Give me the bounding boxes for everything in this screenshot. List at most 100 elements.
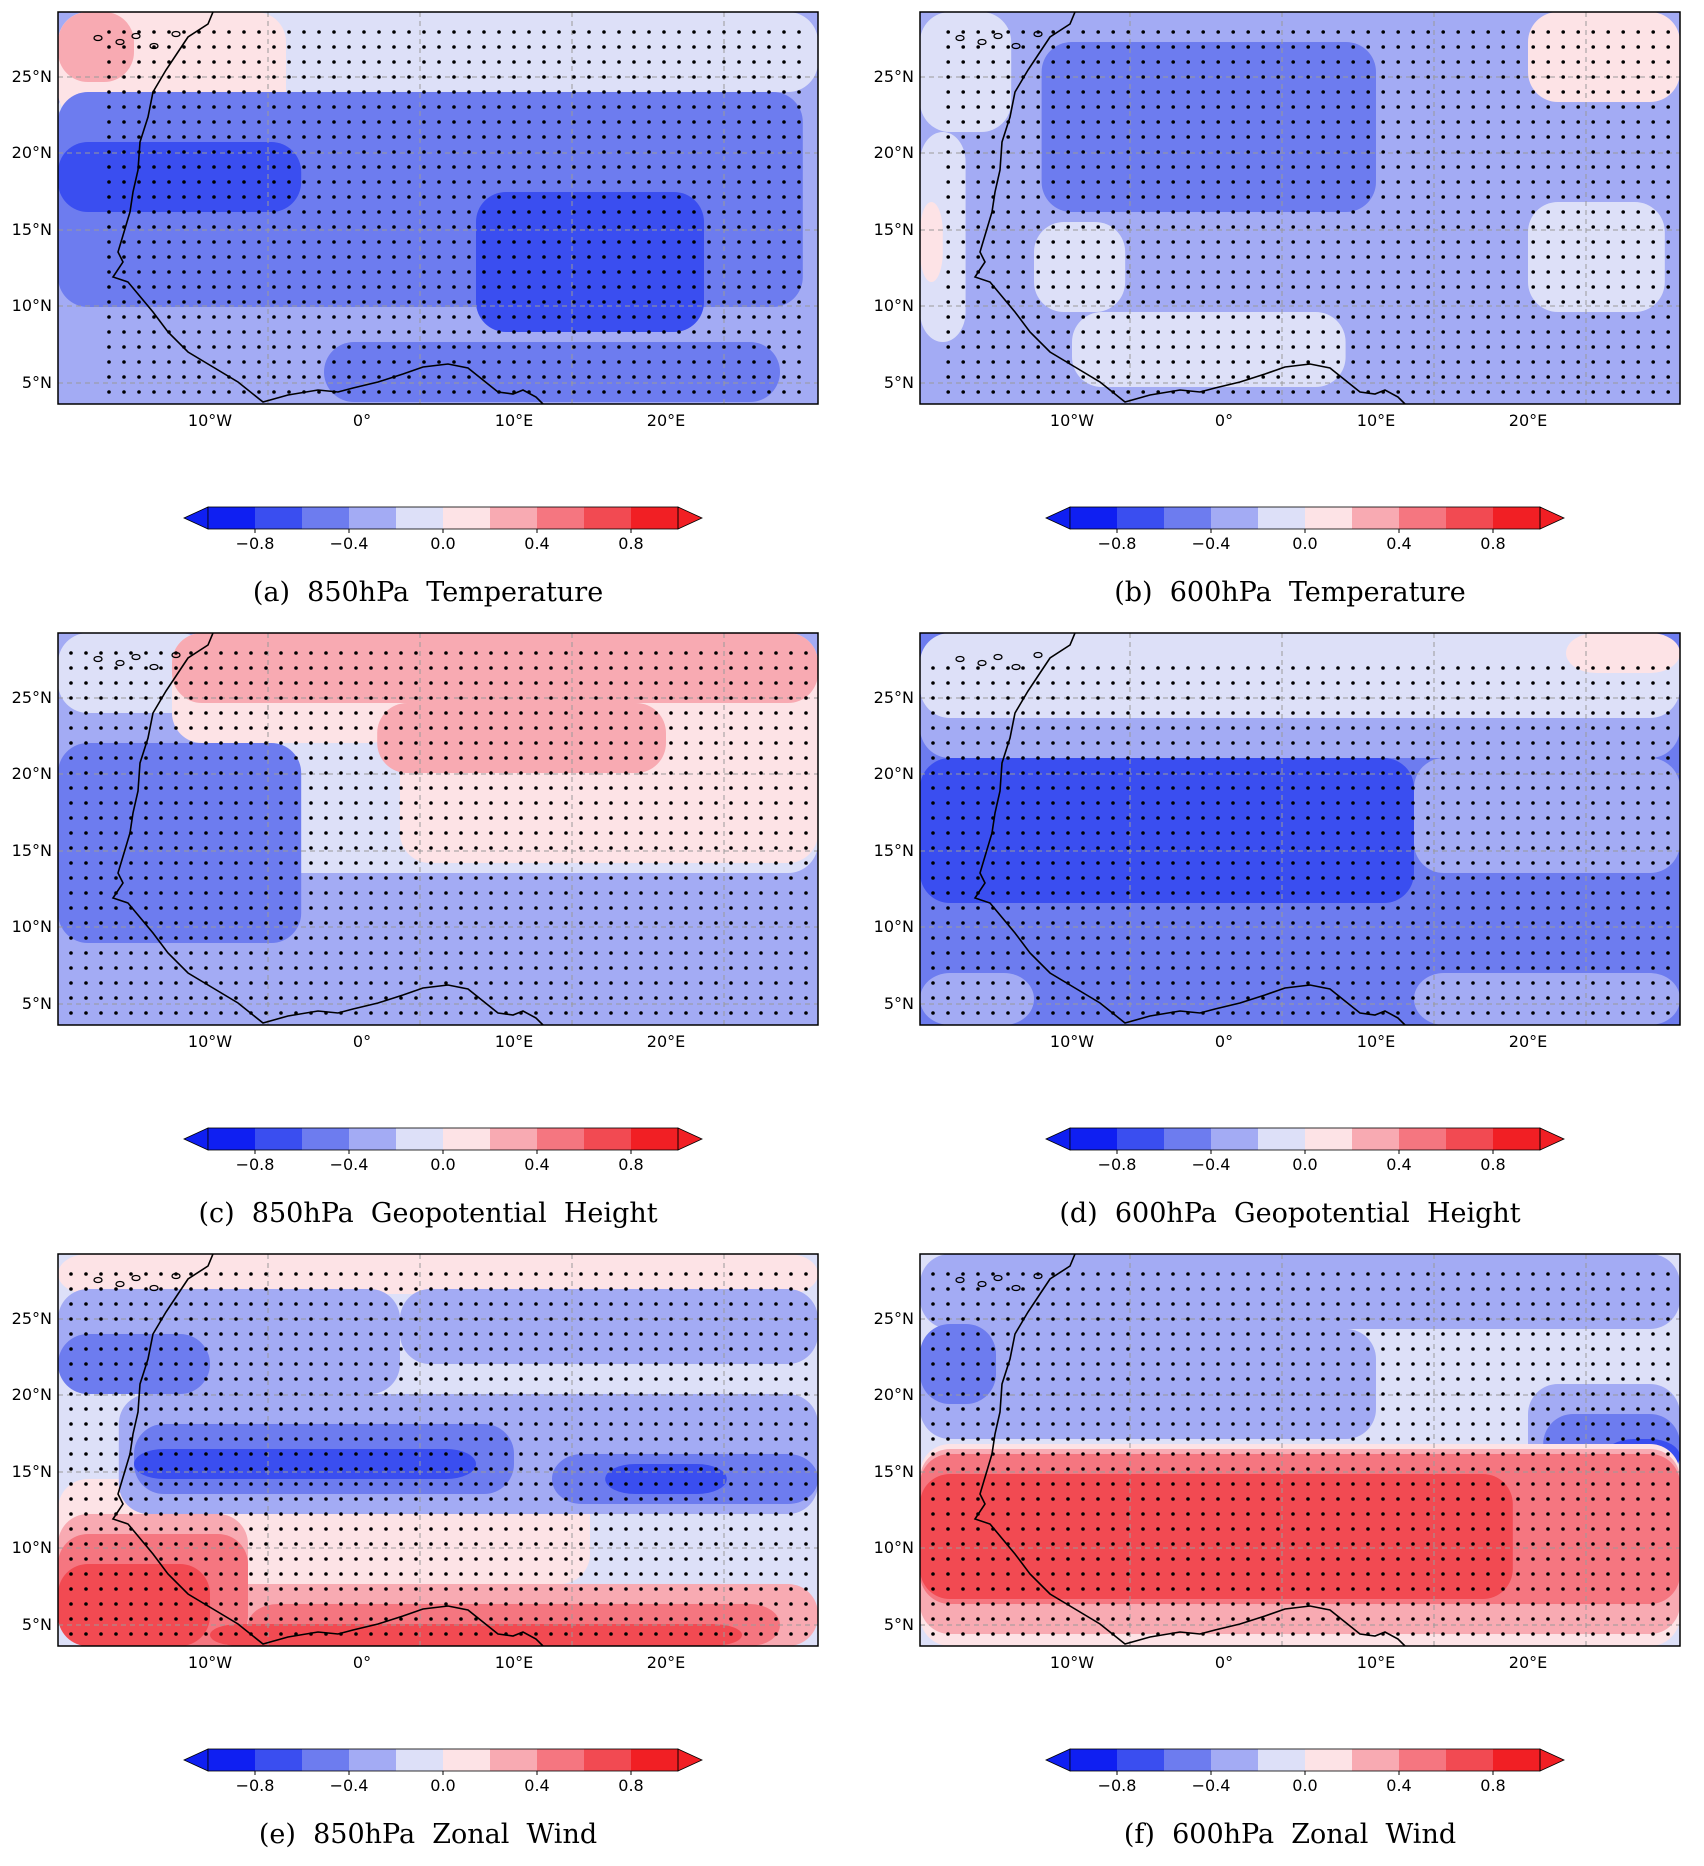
significance-dot <box>946 951 950 955</box>
significance-dot <box>744 756 748 760</box>
significance-dot <box>946 696 950 700</box>
significance-dot <box>84 696 88 700</box>
significance-dot <box>152 165 156 169</box>
significance-dot <box>227 105 231 109</box>
significance-dot <box>339 666 343 670</box>
significance-dot <box>1441 75 1445 79</box>
significance-dot <box>1291 966 1295 970</box>
significance-dot <box>144 846 148 850</box>
significance-dot <box>572 330 576 334</box>
significance-dot <box>512 270 516 274</box>
significance-dot <box>1411 921 1415 925</box>
significance-dot <box>767 300 771 304</box>
significance-dot <box>1186 921 1190 925</box>
significance-dot <box>1621 45 1625 49</box>
significance-dot <box>1171 711 1175 715</box>
significance-dot <box>1531 996 1535 1000</box>
significance-dot <box>1261 390 1265 394</box>
significance-dot <box>347 240 351 244</box>
significance-dot <box>707 120 711 124</box>
significance-dot <box>219 756 223 760</box>
significance-dot <box>384 1011 388 1015</box>
significance-dot <box>272 255 276 259</box>
significance-dot <box>602 60 606 64</box>
significance-dot <box>789 936 793 940</box>
significance-dot <box>422 180 426 184</box>
significance-dot <box>1291 195 1295 199</box>
significance-dot <box>1546 330 1550 334</box>
significance-dot <box>744 741 748 745</box>
significance-dot <box>722 225 726 229</box>
significance-dot <box>752 360 756 364</box>
significance-dot <box>692 195 696 199</box>
significance-dot <box>1081 951 1085 955</box>
significance-dot <box>1156 906 1160 910</box>
significance-dot <box>497 165 501 169</box>
significance-dot <box>1246 711 1250 715</box>
significance-dot <box>1351 120 1355 124</box>
significance-dot <box>1546 786 1550 790</box>
significance-dot <box>504 711 508 715</box>
significance-dot <box>1276 270 1280 274</box>
significance-dot <box>722 120 726 124</box>
significance-dot <box>444 966 448 970</box>
significance-dot <box>1201 105 1205 109</box>
significance-dot <box>1471 285 1475 289</box>
significance-dot <box>1651 921 1655 925</box>
significance-dot <box>437 75 441 79</box>
significance-dot <box>1006 711 1010 715</box>
significance-dot <box>249 651 253 655</box>
significance-dot <box>459 666 463 670</box>
significance-dot <box>1606 285 1610 289</box>
significance-dot <box>1096 300 1100 304</box>
significance-dot <box>1606 135 1610 139</box>
significance-dot <box>347 210 351 214</box>
significance-dot <box>1351 906 1355 910</box>
colorbar-tick-label: 0.0 <box>430 1155 455 1174</box>
significance-dot <box>677 45 681 49</box>
significance-dot <box>782 45 786 49</box>
significance-dot <box>212 180 216 184</box>
significance-dot <box>467 195 471 199</box>
significance-dot <box>744 876 748 880</box>
significance-dot <box>482 75 486 79</box>
significance-dot <box>1591 105 1595 109</box>
significance-dot <box>1486 921 1490 925</box>
significance-dot <box>549 831 553 835</box>
contour-region <box>172 633 818 703</box>
significance-dot <box>212 375 216 379</box>
significance-dot <box>129 711 133 715</box>
significance-dot <box>1291 390 1295 394</box>
significance-dot <box>789 771 793 775</box>
significance-dot <box>1036 666 1040 670</box>
significance-dot <box>1486 696 1490 700</box>
significance-dot <box>287 270 291 274</box>
significance-dot <box>354 651 358 655</box>
significance-dot <box>182 135 186 139</box>
colorbar-swatch <box>490 1128 538 1150</box>
significance-dot <box>1156 165 1160 169</box>
significance-dot <box>1486 756 1490 760</box>
significance-dot <box>422 90 426 94</box>
significance-dot <box>1561 981 1565 985</box>
significance-dot <box>69 681 73 685</box>
significance-dot <box>497 225 501 229</box>
significance-dot <box>632 105 636 109</box>
significance-dot <box>594 696 598 700</box>
significance-dot <box>1336 696 1340 700</box>
significance-dot <box>84 651 88 655</box>
significance-dot <box>467 375 471 379</box>
lon-tick-label: 10°E <box>495 1032 533 1051</box>
significance-dot <box>272 240 276 244</box>
significance-dot <box>1441 135 1445 139</box>
significance-dot <box>99 921 103 925</box>
significance-dot <box>527 105 531 109</box>
significance-dot <box>69 891 73 895</box>
significance-dot <box>1186 300 1190 304</box>
significance-dot <box>1201 90 1205 94</box>
significance-dot <box>774 726 778 730</box>
significance-dot <box>407 150 411 154</box>
significance-dot <box>707 60 711 64</box>
significance-dot <box>272 195 276 199</box>
significance-dot <box>804 861 808 865</box>
